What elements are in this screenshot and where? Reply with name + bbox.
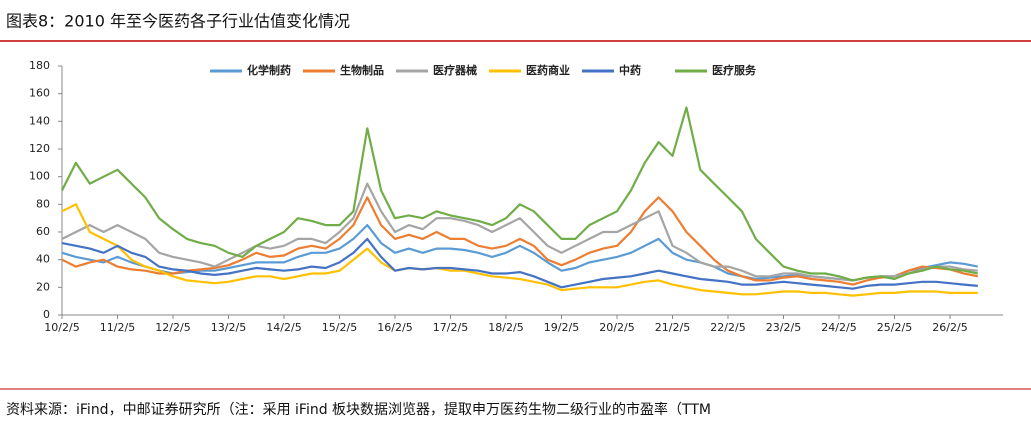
x-tick-label: 18/2/5 bbox=[488, 321, 523, 334]
x-tick-label: 17/2/5 bbox=[433, 321, 468, 334]
source-note: 资料来源：iFind，中邮证券研究所（注：采用 iFind 板块数据浏览器，提取… bbox=[6, 401, 711, 418]
y-tick-label: 20 bbox=[36, 280, 50, 293]
legend-label: 中药 bbox=[619, 63, 641, 77]
y-tick-label: 60 bbox=[36, 225, 50, 238]
x-tick-label: 21/2/5 bbox=[655, 321, 690, 334]
legend-label: 生物制品 bbox=[340, 63, 384, 77]
x-tick-label: 13/2/5 bbox=[211, 321, 246, 334]
legend-label: 化学制药 bbox=[247, 63, 291, 77]
x-tick-label: 26/2/5 bbox=[932, 321, 967, 334]
x-tick-label: 23/2/5 bbox=[766, 321, 801, 334]
x-tick-label: 10/2/5 bbox=[44, 321, 79, 334]
x-tick-label: 24/2/5 bbox=[821, 321, 856, 334]
series-line bbox=[61, 196, 979, 286]
y-tick-label: 160 bbox=[29, 87, 50, 100]
series-line bbox=[61, 182, 978, 282]
x-tick-label: 22/2/5 bbox=[710, 321, 745, 334]
series-line bbox=[61, 237, 978, 290]
legend-label: 医药商业 bbox=[526, 63, 570, 77]
y-tick-label: 180 bbox=[29, 59, 50, 72]
x-tick-label: 19/2/5 bbox=[544, 321, 579, 334]
y-tick-label: 0 bbox=[43, 308, 50, 321]
x-tick-label: 11/2/5 bbox=[100, 321, 135, 334]
y-tick-label: 140 bbox=[29, 114, 50, 127]
series-line bbox=[61, 203, 978, 297]
x-tick-label: 25/2/5 bbox=[877, 321, 912, 334]
series-line bbox=[61, 106, 979, 282]
x-tick-label: 16/2/5 bbox=[377, 321, 412, 334]
legend-label: 医疗器械 bbox=[433, 63, 477, 77]
x-tick-label: 20/2/5 bbox=[599, 321, 634, 334]
y-tick-label: 100 bbox=[29, 170, 50, 183]
x-tick-label: 14/2/5 bbox=[266, 321, 301, 334]
legend-label: 医疗服务 bbox=[712, 63, 757, 77]
chart-title: 图表8：2010 年至今医药各子行业估值变化情况 bbox=[6, 12, 350, 31]
x-tick-label: 15/2/5 bbox=[322, 321, 357, 334]
y-tick-label: 80 bbox=[36, 197, 50, 210]
x-tick-label: 12/2/5 bbox=[155, 321, 190, 334]
y-tick-label: 40 bbox=[36, 253, 50, 266]
y-tick-label: 120 bbox=[29, 142, 50, 155]
